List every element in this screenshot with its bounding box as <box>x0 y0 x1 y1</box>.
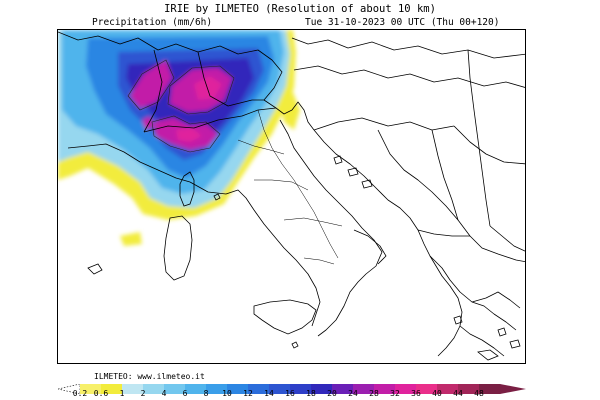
colorbar-swatch <box>311 384 333 394</box>
colorbar-swatch <box>185 384 207 394</box>
colorbar-swatch <box>206 384 228 394</box>
colorbar-tick-label: 48 <box>474 389 484 398</box>
colorbar-tick-label: 32 <box>390 389 400 398</box>
colorbar-tick-label: 8 <box>203 389 209 398</box>
valid-time-label: Tue 31-10-2023 00 UTC (Thu 00+120) <box>305 17 500 28</box>
colorbar-swatch <box>479 384 501 394</box>
coastlines <box>58 31 525 357</box>
colorbar-swatch <box>248 384 270 394</box>
colorbar-swatch <box>164 384 186 394</box>
colorbar-swatch <box>395 384 417 394</box>
colorbar-swatch <box>374 384 396 394</box>
colorbar-swatch <box>143 384 165 394</box>
map-title: IRIE by ILMETEO (Resolution of about 10 … <box>164 3 436 15</box>
colorbar-tick-label: 10 <box>222 389 232 398</box>
colorbar-swatch <box>290 384 312 394</box>
colorbar-tick-label: 40 <box>432 389 442 398</box>
precipitation-map <box>57 29 526 364</box>
colorbar-swatch <box>332 384 354 394</box>
colorbar-swatches <box>57 383 526 395</box>
colorbar-tick-label: 0.2 <box>72 389 88 398</box>
colorbar-swatch <box>101 384 123 394</box>
colorbar-swatch <box>353 384 375 394</box>
colorbar-swatch <box>269 384 291 394</box>
islands <box>87 155 521 361</box>
colorbar-tick-label: 18 <box>306 389 316 398</box>
colorbar-tick-label: 4 <box>161 389 167 398</box>
colorbar-tick-label: 28 <box>369 389 379 398</box>
colorbar-tick-label: 1 <box>119 389 125 398</box>
variable-label: Precipitation (mm/6h) <box>92 17 213 28</box>
colorbar-upper-arrow <box>500 384 526 394</box>
colorbar-tick-label: 2 <box>140 389 146 398</box>
precipitation-colorbar <box>57 379 528 398</box>
colorbar-tick-label: 24 <box>348 389 358 398</box>
watermark-text: ILMETEO: www.ilmeteo.it <box>94 372 205 381</box>
map-canvas <box>58 30 525 361</box>
colorbar-swatch <box>122 384 144 394</box>
colorbar-tick-label: 44 <box>453 389 463 398</box>
colorbar-swatch <box>80 384 102 394</box>
colorbar-swatch <box>458 384 480 394</box>
colorbar-tick-label: 36 <box>411 389 421 398</box>
precipitation-field <box>58 30 300 246</box>
regional-borders <box>237 109 343 265</box>
colorbar-swatch <box>416 384 438 394</box>
colorbar-tick-label: 20 <box>327 389 337 398</box>
colorbar-tick-label: 0.6 <box>93 389 109 398</box>
colorbar-swatch <box>437 384 459 394</box>
colorbar-tick-label: 12 <box>243 389 253 398</box>
colorbar-swatch <box>227 384 249 394</box>
colorbar-tick-label: 14 <box>264 389 274 398</box>
colorbar-tick-label: 6 <box>182 389 188 398</box>
colorbar-tick-label: 16 <box>285 389 295 398</box>
